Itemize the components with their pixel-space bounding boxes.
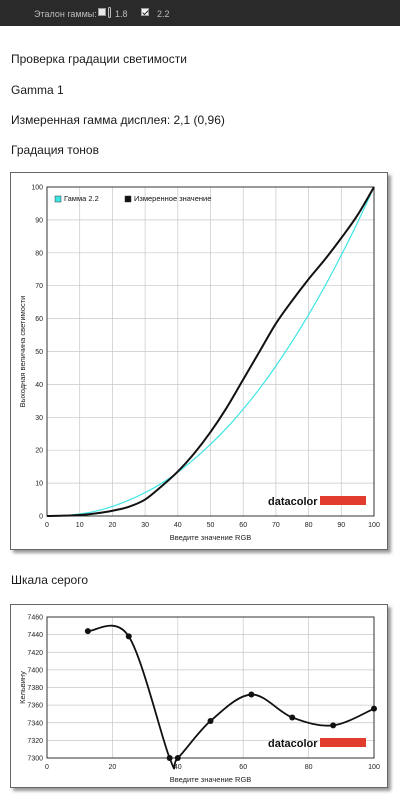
x-tick-label: 40 <box>174 522 182 529</box>
y-tick-label: 7320 <box>27 738 43 745</box>
legend-swatch <box>124 195 132 203</box>
gray-chart-panel: 0 20 40 60 80 100 7300 7320 7340 7360 7380 7400 7420… <box>10 604 388 788</box>
x-tick-label: 100 <box>368 522 380 529</box>
y-tick-label: 7460 <box>27 615 43 622</box>
x-tick-label: 0 <box>45 522 49 529</box>
x-tick-label: 90 <box>337 522 345 529</box>
y-tick-label: 80 <box>35 250 43 257</box>
data-point <box>174 755 181 761</box>
gamma-reference-label: Эталон гаммы: <box>34 9 97 19</box>
x-tick-label: 50 <box>207 522 215 529</box>
plot-frame <box>46 616 375 759</box>
logo-text: datacolor <box>268 738 318 750</box>
x-tick-label: 10 <box>76 522 84 529</box>
logo-bar <box>320 738 366 747</box>
y-tick-label: 7360 <box>27 703 43 710</box>
y-axis-label: Выходная величина светимости <box>18 296 27 408</box>
y-tick-label: 7400 <box>27 667 43 674</box>
x-tick-label: 40 <box>174 764 182 771</box>
logo-text: datacolor <box>268 496 318 508</box>
y-tick-label: 20 <box>35 448 43 455</box>
x-tick-label: 20 <box>109 764 117 771</box>
data-point <box>330 722 337 729</box>
x-tick-label: 0 <box>45 764 49 771</box>
grayscale-heading: Шкала серого <box>11 573 89 587</box>
data-point <box>371 705 377 712</box>
y-tick-label: 7300 <box>27 756 43 763</box>
y-tick-label: 7420 <box>27 650 43 657</box>
gamma-2.2-line <box>46 186 375 517</box>
y-tick-label: 10 <box>35 481 43 488</box>
measured-line <box>46 186 375 517</box>
x-tick-label: 30 <box>141 522 149 529</box>
text-cursor-icon <box>108 7 111 18</box>
tone-gradation-chart: 0 10 20 30 40 50 60 70 80 90 100 0 10 20 30 40 50 60 70 80 9… <box>18 185 380 543</box>
gamma-2.2-label: 2.2 <box>157 9 170 19</box>
y-tick-label: 50 <box>35 349 43 356</box>
page-title: Проверка градации светимости <box>11 52 187 66</box>
y-axis-label: Кельвину <box>18 671 27 704</box>
profile-name: Gamma 1 <box>11 83 64 97</box>
data-point <box>207 717 214 724</box>
gamma-1.8-checkbox[interactable] <box>98 8 106 16</box>
x-tick-label: 60 <box>239 764 247 771</box>
y-tick-label: 60 <box>35 316 43 323</box>
x-tick-label: 80 <box>305 764 313 771</box>
data-point <box>84 628 91 635</box>
y-tick-label: 7440 <box>27 632 43 639</box>
measured-gamma: Измеренная гамма дисплея: 2,1 (0,96) <box>11 113 225 127</box>
legend-swatch <box>54 195 62 203</box>
plot-frame <box>46 186 375 517</box>
data-point <box>289 714 296 721</box>
kelvin-line <box>87 624 375 770</box>
x-axis-label: Введите значение RGB <box>170 533 252 542</box>
y-tick-label: 7380 <box>27 685 43 692</box>
x-axis-label: Введите значение RGB <box>170 775 252 784</box>
y-tick-label: 70 <box>35 283 43 290</box>
y-tick-label: 100 <box>31 185 43 192</box>
y-tick-label: 7340 <box>27 720 43 727</box>
y-tick-label: 40 <box>35 382 43 389</box>
y-tick-label: 0 <box>39 514 43 521</box>
gamma-2.2-checkbox[interactable] <box>141 8 149 16</box>
y-tick-label: 90 <box>35 217 43 224</box>
x-tick-label: 80 <box>305 522 313 529</box>
x-tick-label: 20 <box>109 522 117 529</box>
tone-gradation-heading: Градация тонов <box>11 143 99 157</box>
logo-bar <box>320 496 366 505</box>
gamma-1.8-label: 1.8 <box>115 9 128 19</box>
data-point <box>248 691 255 698</box>
x-tick-label: 100 <box>368 764 380 771</box>
x-tick-label: 70 <box>272 522 280 529</box>
grayscale-chart: 0 20 40 60 80 100 7300 7320 7340 7360 7380 7400 7420… <box>18 615 380 785</box>
legend-label: Измеренное значение <box>134 194 211 203</box>
data-point <box>125 633 132 640</box>
data-point <box>166 755 173 761</box>
legend-label: Гамма 2.2 <box>64 194 99 203</box>
x-tick-label: 60 <box>239 522 247 529</box>
tone-chart-panel: 0 10 20 30 40 50 60 70 80 90 100 0 10 20 30 40 50 60 70 80 9… <box>10 172 388 550</box>
y-tick-label: 30 <box>35 415 43 422</box>
toolbar: Эталон гаммы: 1.8 2.2 <box>0 0 400 26</box>
